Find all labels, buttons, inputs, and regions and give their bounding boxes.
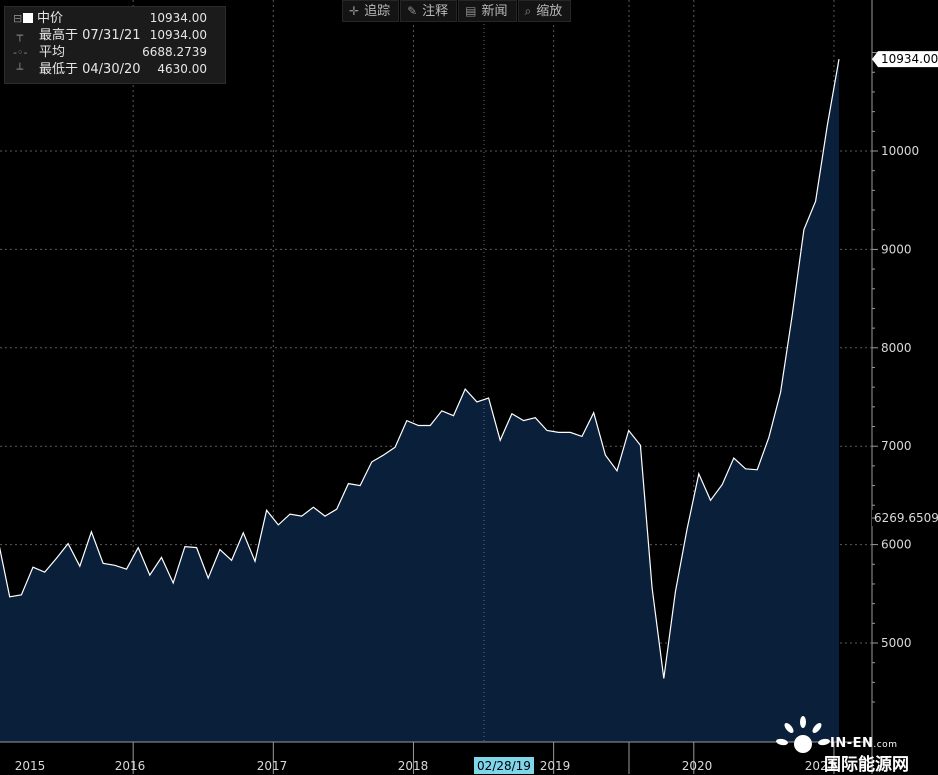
cursor-date-tag — [474, 757, 534, 774]
y-tick-label: 9000 — [881, 242, 912, 256]
average-price-label: 6269.6509 — [874, 511, 938, 525]
legend-high-value: 10934.00 — [149, 28, 207, 42]
watermark-logo: IN-EN.com 国际能源网 — [770, 706, 938, 775]
chart-toolbar: ✛ 追踪 ✎ 注释 ▤ 新闻 ⌕ 缩放 — [342, 0, 572, 22]
brand-suffix-text: .com — [873, 740, 898, 750]
watermark-brand-cn: 国际能源网 — [824, 755, 909, 775]
watermark-brand-en: IN-EN.com — [830, 736, 897, 751]
high-marker-icon: ┬ — [13, 29, 24, 42]
price-area — [0, 59, 839, 742]
average-marker-icon: -◦- — [13, 46, 28, 59]
track-button[interactable]: ✛ 追踪 — [342, 0, 400, 22]
news-button[interactable]: ▤ 新闻 — [458, 0, 517, 22]
x-tick-label: 2016 — [115, 759, 146, 773]
news-label: 新闻 — [481, 4, 508, 19]
collapse-icon[interactable]: ⊟ — [13, 12, 23, 25]
y-tick-label: 6000 — [881, 538, 912, 552]
legend-row-high: ┬ 最高于 07/31/21 10934.00 — [5, 27, 225, 44]
annotate-label: 注释 — [422, 4, 449, 19]
track-label: 追踪 — [364, 4, 391, 19]
price-line — [0, 58, 840, 679]
legend-row-low: ┴ 最低于 04/30/20 4630.00 — [5, 61, 225, 78]
x-tick-label: 2018 — [398, 759, 429, 773]
x-tick-label: 2017 — [257, 759, 288, 773]
legend-low-label: 最低于 04/30/20 — [39, 62, 141, 77]
legend-series-swatch: 中价 — [23, 10, 63, 27]
annotate-button[interactable]: ✎ 注释 — [400, 0, 458, 22]
sun-logo-icon — [776, 716, 830, 753]
legend-average-label: 平均 — [39, 45, 66, 60]
x-tick-label: 2020 — [682, 759, 713, 773]
legend-high-label: 最高于 07/31/21 — [39, 28, 141, 43]
zoom-label: 缩放 — [536, 4, 563, 19]
x-tick-label: 2021 — [805, 759, 836, 773]
tick-labels: 5000 6000 7000 8000 9000 10000 2015 2016 2017 201… — [15, 144, 919, 773]
last-price-label: 10934.00 — [881, 52, 938, 66]
legend-series-label: 中价 — [37, 11, 64, 26]
y-tick-label: 8000 — [881, 341, 912, 355]
legend-series-value: 10934.00 — [149, 11, 207, 25]
news-icon: ▤ — [465, 4, 477, 18]
legend-panel: ⊟ 中价 10934.00 ┬ 最高于 07/31/21 10934.00 -◦… — [4, 6, 226, 84]
axes — [0, 0, 878, 774]
legend-average-value: 6688.2739 — [142, 45, 207, 59]
y-tick-label: 5000 — [881, 636, 912, 650]
last-price-tag — [872, 51, 938, 68]
white-square-icon — [23, 13, 33, 23]
average-tag-bg — [872, 510, 938, 527]
zoom-button[interactable]: ⌕ 缩放 — [517, 0, 572, 22]
legend-row-series[interactable]: ⊟ 中价 10934.00 — [5, 10, 225, 27]
legend-low-value: 4630.00 — [157, 62, 207, 76]
y-tick-label: 7000 — [881, 439, 912, 453]
pencil-icon: ✎ — [407, 4, 418, 18]
price-tags: 10934.00 6269.6509 02/28/19 — [474, 0, 938, 774]
cursor-date-label: 02/28/19 — [477, 759, 531, 773]
low-marker-icon: ┴ — [13, 63, 24, 76]
y-tick-label: 10000 — [881, 144, 919, 158]
brand-en-text: IN-EN — [830, 736, 874, 751]
magnifier-icon: ⌕ — [524, 4, 532, 18]
x-tick-label: 2019 — [540, 759, 571, 773]
x-tick-label: 2015 — [15, 759, 46, 773]
crosshair-icon: ✛ — [349, 4, 360, 18]
legend-row-average: -◦- 平均 6688.2739 — [5, 44, 225, 61]
